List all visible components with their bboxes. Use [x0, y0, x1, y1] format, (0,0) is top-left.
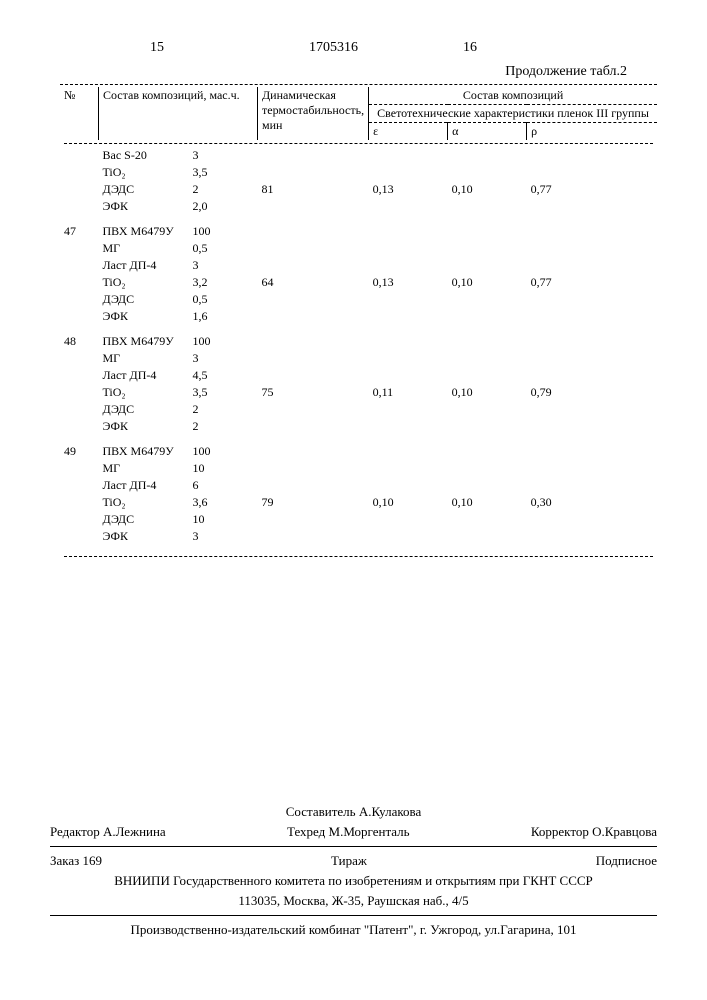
cell-p: 0,77	[527, 274, 657, 291]
cell-e: 0,13	[369, 274, 448, 291]
composition-item: МГ10	[99, 460, 258, 477]
cell-dyn: 75	[258, 384, 369, 401]
imprint-footer: Составитель А.Кулакова Редактор А.Лежнин…	[50, 802, 657, 940]
table-row: 47ПВХ М6479У100	[60, 223, 657, 240]
right-page-num: 16	[463, 40, 477, 56]
table-row: Вас S-203	[60, 147, 657, 164]
org: ВНИИПИ Государственного комитета по изоб…	[50, 871, 657, 891]
hdr-comp: Состав композиций, мас.ч.	[99, 87, 258, 140]
tiraj: Тираж	[331, 853, 367, 869]
cell-p: 0,30	[527, 494, 657, 511]
hdr-dyn: Динамическая термостабильность, мин	[258, 87, 369, 140]
composition-item: ЭФК2,0	[99, 198, 258, 215]
cell-dyn: 64	[258, 274, 369, 291]
table-row: TiO₂3,5750,110,100,79	[60, 384, 657, 401]
table-row: TiO₂3,2640,130,100,77	[60, 274, 657, 291]
cell-e: 0,10	[369, 494, 448, 511]
composition-item: ДЭДС2	[99, 401, 258, 418]
table-row: ЭФК2,0	[60, 198, 657, 215]
composition-item: ЭФК1,6	[99, 308, 258, 325]
composition-item: ДЭДС10	[99, 511, 258, 528]
table-row: ДЭДС2	[60, 401, 657, 418]
composition-item: Ласт ДП-46	[99, 477, 258, 494]
table-row: TiO₂3,6790,100,100,30	[60, 494, 657, 511]
hdr-c4: Состав композиций	[369, 87, 657, 105]
editor: Редактор А.Лежнина	[50, 824, 166, 840]
row-number	[60, 147, 99, 215]
row-number: 49	[60, 443, 99, 545]
composition-item: ЭФК2	[99, 418, 258, 435]
corrector: Корректор О.Кравцова	[531, 824, 657, 840]
composition-item: Ласт ДП-43	[99, 257, 258, 274]
hdr-n: №	[60, 87, 99, 140]
hdr-p: ρ	[527, 123, 657, 141]
row-number: 47	[60, 223, 99, 325]
composition-table: № Состав композиций, мас.ч. Динамическая…	[60, 87, 657, 560]
composition-item: TiO₂3,6	[99, 494, 258, 511]
cell-e: 0,11	[369, 384, 448, 401]
sign: Подписное	[596, 853, 657, 869]
cell-p: 0,77	[527, 181, 657, 198]
doc-number: 1705316	[309, 40, 358, 56]
composition-item: МГ3	[99, 350, 258, 367]
hdr-a: α	[448, 123, 527, 141]
composition-item: ДЭДС2	[99, 181, 258, 198]
page-numbers: 15 1705316 16	[60, 40, 657, 56]
cell-dyn: 79	[258, 494, 369, 511]
cell-dyn: 81	[258, 181, 369, 198]
composition-item: TiO₂3,5	[99, 164, 258, 181]
table-caption: Продолжение табл.2	[60, 64, 627, 80]
hdr-e: ε	[369, 123, 448, 141]
printer: Производственно-издательский комбинат "П…	[50, 920, 657, 940]
composition-item: ДЭДС0,5	[99, 291, 258, 308]
table-row: 49ПВХ М6479У100	[60, 443, 657, 460]
row-number: 48	[60, 333, 99, 435]
cell-e: 0,13	[369, 181, 448, 198]
composition-item: ЭФК3	[99, 528, 258, 545]
order: Заказ 169	[50, 853, 102, 869]
table-row: ДЭДС2810,130,100,77	[60, 181, 657, 198]
left-page-num: 15	[150, 40, 164, 56]
composition-item: TiO₂3,5	[99, 384, 258, 401]
table-row: ДЭДС10	[60, 511, 657, 528]
cell-a: 0,10	[448, 181, 527, 198]
composition-item: ПВХ М6479У100	[99, 333, 258, 350]
table-row: 48ПВХ М6479У100	[60, 333, 657, 350]
composition-item: ПВХ М6479У100	[99, 223, 258, 240]
composition-item: МГ0,5	[99, 240, 258, 257]
tehred: Техред М.Моргенталь	[287, 824, 410, 840]
cell-a: 0,10	[448, 384, 527, 401]
composition-item: TiO₂3,2	[99, 274, 258, 291]
cell-p: 0,79	[527, 384, 657, 401]
table-row: ДЭДС0,5	[60, 291, 657, 308]
cell-a: 0,10	[448, 274, 527, 291]
hdr-c4sub: Светотехнические характеристики пленок I…	[369, 105, 657, 123]
addr: 113035, Москва, Ж-35, Раушская наб., 4/5	[50, 891, 657, 911]
composer: Составитель А.Кулакова	[50, 802, 657, 822]
composition-item: Вас S-203	[99, 147, 258, 164]
composition-item: ПВХ М6479У100	[99, 443, 258, 460]
cell-a: 0,10	[448, 494, 527, 511]
composition-item: Ласт ДП-44,5	[99, 367, 258, 384]
